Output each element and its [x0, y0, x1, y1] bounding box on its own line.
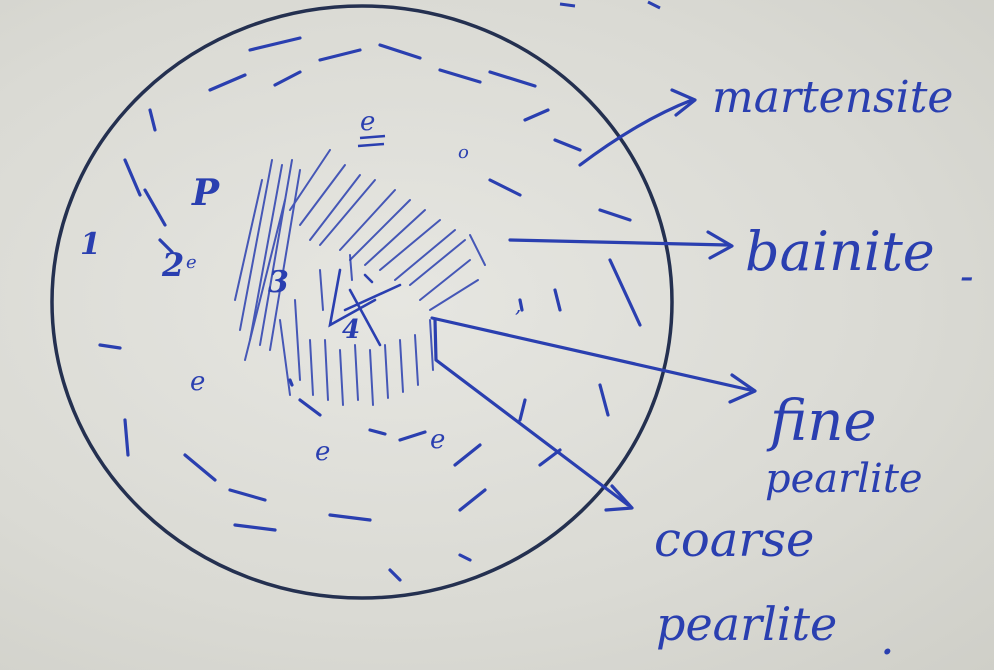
small-marks: e o e e e ,	[190, 107, 521, 467]
callout-arrows	[430, 88, 757, 512]
fine-pearlite-hatching	[234, 149, 486, 361]
mark-underline	[357, 134, 386, 148]
zone-3-label: 3	[268, 265, 289, 300]
svg-text:e: e	[430, 425, 445, 455]
svg-text:o: o	[458, 142, 469, 163]
bainite-label: bainite	[745, 220, 935, 283]
top-marks	[559, 0, 661, 10]
bainite-hatching	[279, 254, 434, 406]
zone-2-mark: e	[186, 252, 197, 273]
svg-text:,: ,	[515, 293, 521, 317]
martensite-core-marks	[328, 268, 402, 347]
zone-1-label: 1	[80, 227, 101, 262]
bainite-dash: -	[960, 254, 974, 300]
coarse-pearlite-label-line2: pearlite	[656, 597, 837, 651]
coarse-pearlite-dot: .	[880, 611, 895, 665]
coarse-pearlite-dashes	[98, 36, 642, 582]
martensite-arrow	[578, 98, 694, 167]
svg-text:e: e	[360, 107, 375, 137]
fine-pearlite-label-line2: pearlite	[765, 456, 923, 502]
svg-text:e: e	[190, 367, 205, 397]
martensite-label: martensite	[712, 72, 953, 123]
zone-2-label: 2	[161, 246, 184, 284]
zone-4-label: 4	[342, 315, 360, 345]
bainite-arrow	[508, 238, 730, 247]
coarse-pearlite-label-line1: coarse	[654, 512, 814, 568]
fine-pearlite-arrow	[430, 316, 752, 392]
p-label: P	[191, 172, 220, 214]
coarse-pearlite-arrow	[433, 318, 630, 507]
specimen-outline	[50, 4, 674, 600]
svg-text:e: e	[315, 437, 330, 467]
fine-pearlite-label-line1: fine	[766, 389, 877, 454]
